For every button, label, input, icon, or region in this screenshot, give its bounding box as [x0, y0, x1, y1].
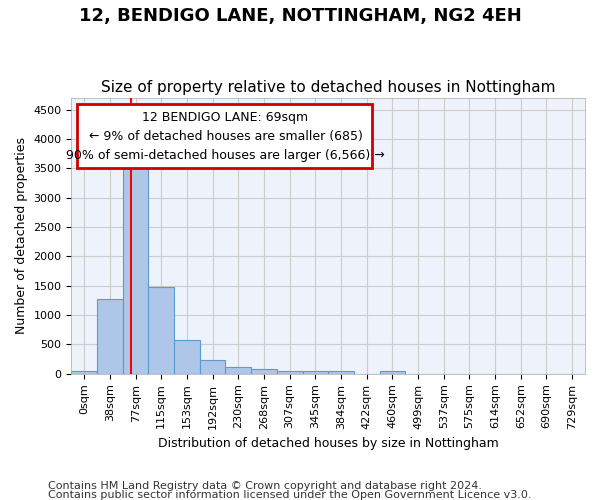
Bar: [251, 369, 277, 374]
Bar: [97, 298, 123, 374]
Title: Size of property relative to detached houses in Nottingham: Size of property relative to detached ho…: [101, 80, 556, 96]
Bar: [123, 168, 148, 374]
Bar: [174, 340, 200, 374]
Text: 12 BENDIGO LANE: 69sqm
← 9% of detached houses are smaller (685)
90% of semi-det: 12 BENDIGO LANE: 69sqm ← 9% of detached …: [66, 110, 385, 162]
Bar: [328, 371, 354, 374]
Bar: [200, 360, 226, 374]
FancyBboxPatch shape: [77, 104, 372, 168]
Bar: [302, 371, 328, 374]
Bar: [380, 370, 405, 374]
Bar: [277, 370, 302, 374]
Y-axis label: Number of detached properties: Number of detached properties: [15, 138, 28, 334]
Bar: [148, 287, 174, 374]
Text: Contains public sector information licensed under the Open Government Licence v3: Contains public sector information licen…: [48, 490, 532, 500]
Text: 12, BENDIGO LANE, NOTTINGHAM, NG2 4EH: 12, BENDIGO LANE, NOTTINGHAM, NG2 4EH: [79, 8, 521, 26]
X-axis label: Distribution of detached houses by size in Nottingham: Distribution of detached houses by size …: [158, 437, 499, 450]
Bar: [71, 371, 97, 374]
Text: Contains HM Land Registry data © Crown copyright and database right 2024.: Contains HM Land Registry data © Crown c…: [48, 481, 482, 491]
Bar: [226, 367, 251, 374]
